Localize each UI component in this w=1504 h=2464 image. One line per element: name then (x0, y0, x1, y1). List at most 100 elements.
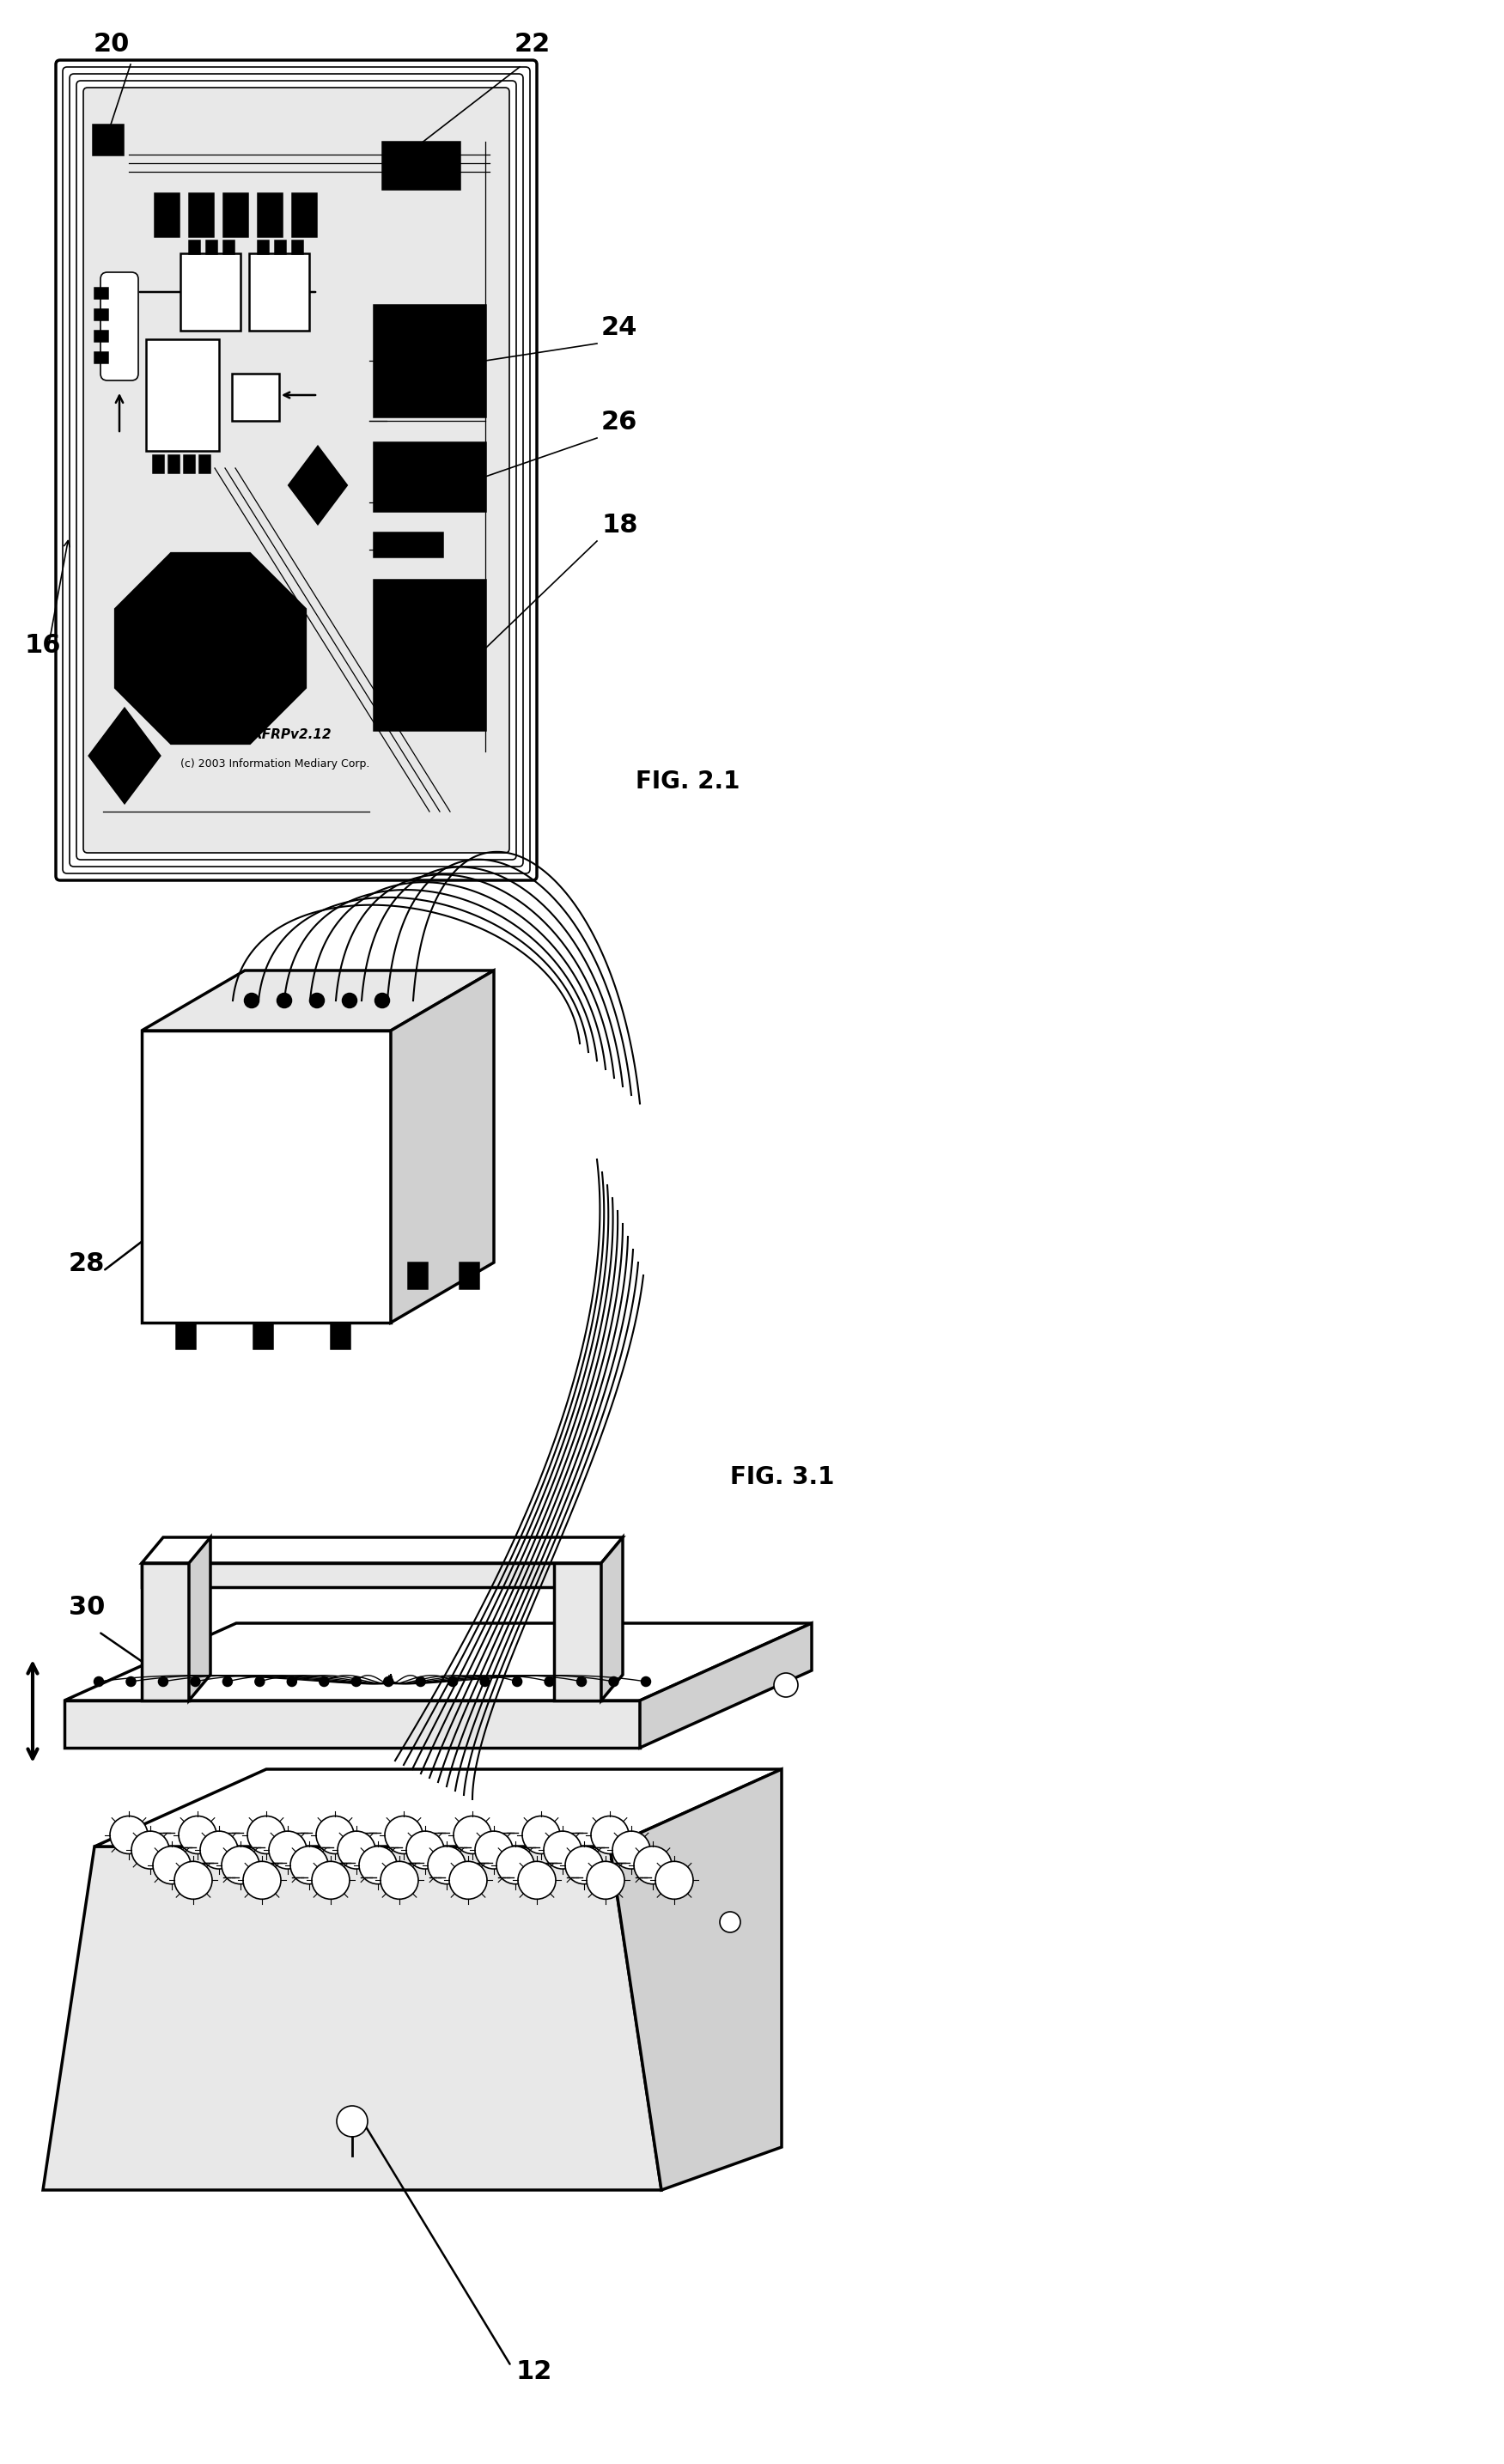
Circle shape (256, 1678, 265, 1685)
Polygon shape (65, 1700, 639, 1747)
Circle shape (633, 1846, 672, 1885)
Text: RFRPv2.12: RFRPv2.12 (253, 727, 332, 742)
Polygon shape (190, 1538, 211, 1700)
Bar (155, 192, 179, 237)
Circle shape (612, 1831, 650, 1868)
Circle shape (427, 1846, 466, 1885)
Circle shape (481, 1678, 489, 1685)
Bar (95, 308, 107, 320)
Polygon shape (460, 1262, 478, 1289)
Circle shape (159, 1678, 167, 1685)
Bar (176, 1323, 196, 1348)
Circle shape (310, 993, 323, 1008)
Circle shape (352, 1678, 361, 1685)
Bar (292, 241, 302, 254)
Text: 28: 28 (69, 1252, 105, 1276)
Bar (93, 126, 123, 155)
Bar (232, 375, 280, 421)
Circle shape (337, 1831, 376, 1868)
Circle shape (544, 1831, 582, 1868)
Circle shape (544, 1678, 553, 1685)
Polygon shape (289, 446, 347, 525)
Polygon shape (639, 1624, 812, 1747)
Bar (190, 241, 199, 254)
Circle shape (656, 1860, 693, 1900)
Bar (223, 192, 247, 237)
Bar (199, 456, 209, 473)
Bar (331, 1323, 349, 1348)
Circle shape (316, 1816, 353, 1853)
Polygon shape (44, 1846, 662, 2190)
Circle shape (126, 1678, 135, 1685)
Circle shape (174, 1860, 212, 1900)
Bar (373, 532, 442, 557)
Circle shape (450, 1860, 487, 1900)
Bar (257, 192, 281, 237)
Circle shape (642, 1678, 650, 1685)
Circle shape (223, 1678, 232, 1685)
FancyBboxPatch shape (87, 91, 505, 848)
Polygon shape (141, 971, 493, 1030)
Bar (223, 241, 233, 254)
Circle shape (287, 1678, 296, 1685)
Circle shape (359, 1846, 397, 1885)
Bar (257, 241, 268, 254)
Text: 24: 24 (602, 315, 638, 340)
Circle shape (244, 1860, 281, 1900)
Circle shape (245, 993, 259, 1008)
Text: 26: 26 (602, 409, 638, 434)
Bar (146, 340, 220, 451)
Circle shape (513, 1678, 522, 1685)
Bar (183, 456, 194, 473)
Circle shape (384, 1678, 393, 1685)
Circle shape (337, 2107, 367, 2136)
Circle shape (131, 1831, 170, 1868)
Circle shape (376, 993, 390, 1008)
Circle shape (290, 1846, 328, 1885)
Circle shape (320, 1678, 328, 1685)
Bar (275, 241, 286, 254)
Polygon shape (391, 971, 493, 1323)
Polygon shape (408, 1262, 427, 1289)
Circle shape (343, 993, 356, 1008)
Text: 30: 30 (69, 1594, 105, 1619)
Polygon shape (65, 1624, 812, 1700)
Bar (373, 306, 486, 416)
Polygon shape (602, 1538, 623, 1700)
Circle shape (496, 1846, 534, 1885)
Polygon shape (141, 1562, 602, 1587)
Polygon shape (116, 554, 305, 744)
Bar (382, 143, 460, 190)
Circle shape (269, 1831, 307, 1868)
Polygon shape (141, 1030, 391, 1323)
Bar (95, 352, 107, 362)
Circle shape (517, 1860, 556, 1900)
Circle shape (609, 1678, 618, 1685)
Circle shape (587, 1860, 624, 1900)
Circle shape (153, 1846, 191, 1885)
Text: 12: 12 (516, 2358, 552, 2385)
Circle shape (95, 1678, 104, 1685)
Bar (373, 579, 486, 729)
Circle shape (221, 1846, 259, 1885)
Circle shape (591, 1816, 629, 1853)
FancyBboxPatch shape (101, 271, 138, 379)
Polygon shape (553, 1562, 602, 1700)
Bar (153, 456, 164, 473)
Polygon shape (141, 1562, 190, 1700)
Circle shape (110, 1816, 147, 1853)
Bar (292, 192, 316, 237)
Circle shape (475, 1831, 513, 1868)
Circle shape (385, 1816, 423, 1853)
Circle shape (448, 1678, 457, 1685)
Text: 18: 18 (602, 513, 638, 537)
Polygon shape (95, 1769, 782, 1846)
Circle shape (247, 1816, 286, 1853)
Polygon shape (609, 1769, 782, 2190)
Polygon shape (141, 1538, 623, 1562)
Circle shape (454, 1816, 492, 1853)
Text: 20: 20 (93, 32, 129, 57)
Circle shape (406, 1831, 444, 1868)
Bar (250, 254, 310, 330)
Bar (95, 330, 107, 340)
